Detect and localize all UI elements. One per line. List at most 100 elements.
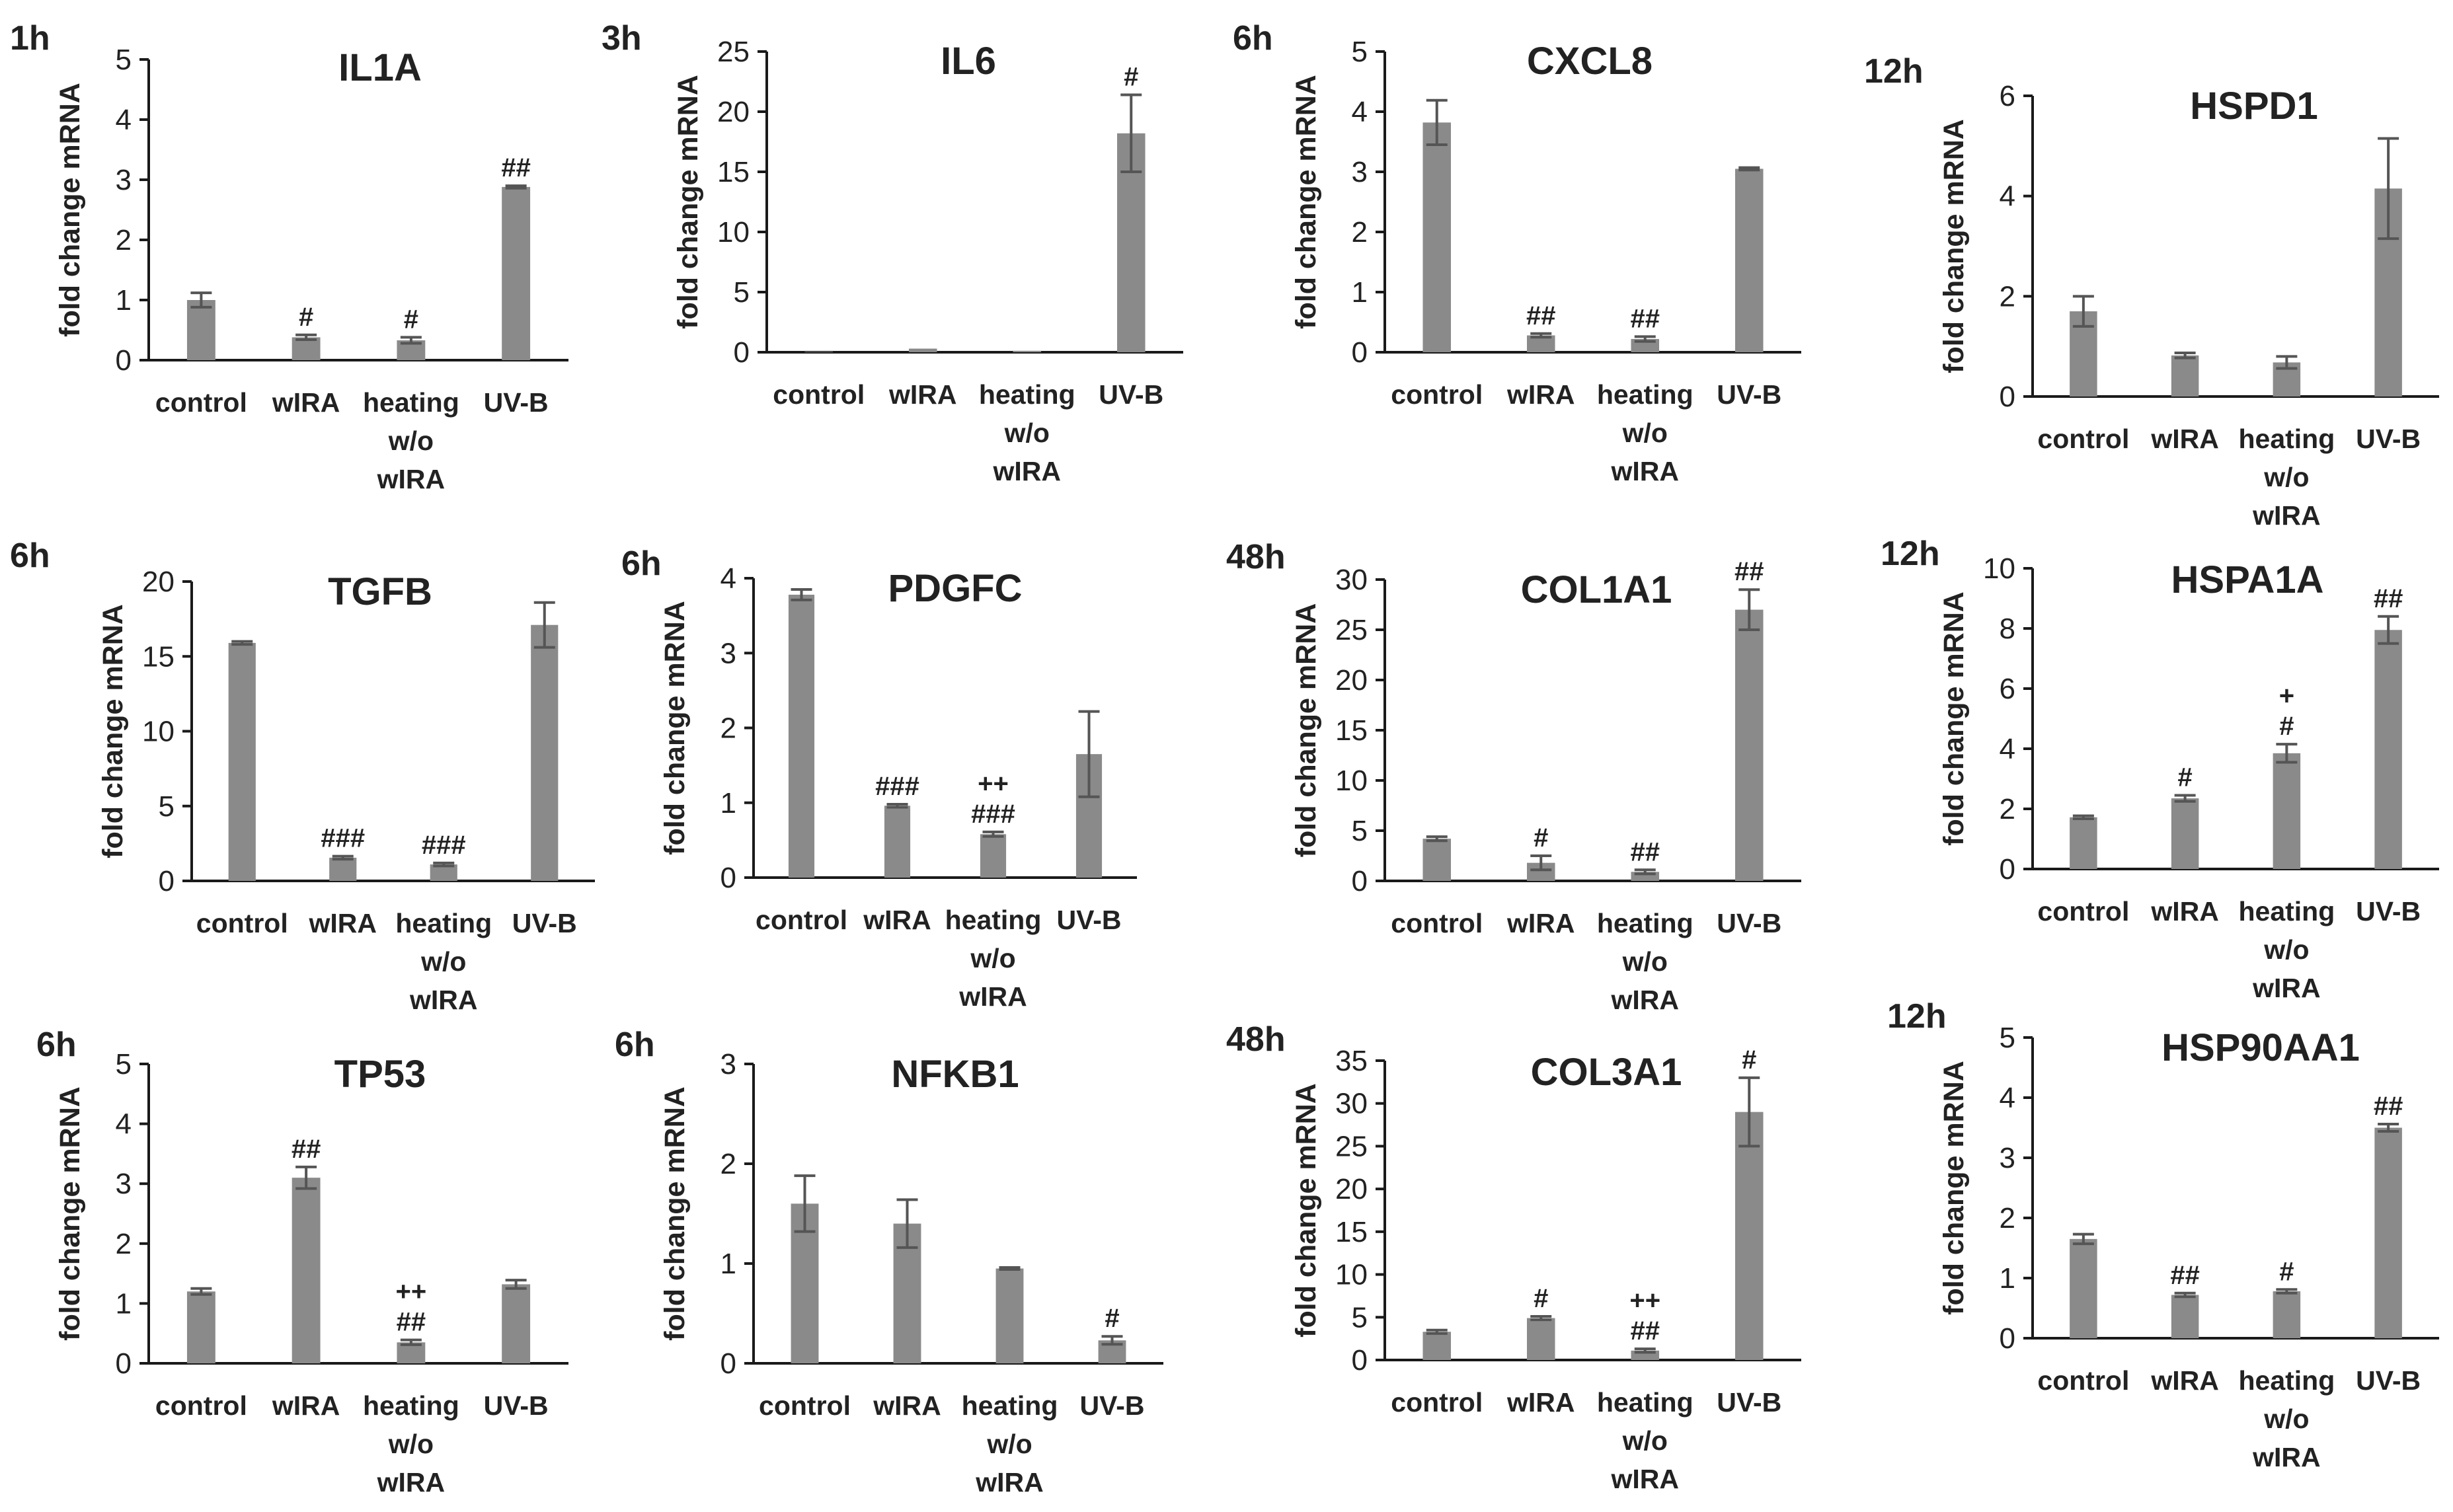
x-tick-label: control [759, 1390, 851, 1421]
y-tick-label: 20 [717, 96, 750, 128]
y-tick-label: 0 [1352, 1344, 1368, 1377]
x-tick-label: heating [1597, 1387, 1694, 1418]
y-tick-label: 4 [1352, 96, 1368, 128]
y-tick-label: 4 [116, 1108, 132, 1141]
y-tick-label: 10 [1335, 1259, 1368, 1291]
y-tick-label: 15 [1335, 714, 1368, 747]
x-tick-label: UV-B [484, 387, 549, 418]
y-tick-label: 5 [1352, 815, 1368, 847]
bar-wira [1526, 1318, 1555, 1360]
chart-panel-cxcl8: 6h CXCL8 fold change mRNA 0 1 2 3 4 5 control ## wI… [1233, 19, 1801, 486]
x-tick-label: wIRA [975, 1467, 1044, 1497]
y-tick-label: 20 [1335, 664, 1368, 697]
y-tick-label: 0 [116, 1347, 132, 1380]
y-axis-label: fold change mRNA [1938, 1061, 1970, 1315]
bar-wira [884, 806, 911, 878]
bar-uv-b [502, 186, 531, 360]
time-label: 12h [1864, 52, 1924, 91]
bar-uv-b [1734, 169, 1764, 352]
significance-label: # [1105, 1304, 1119, 1333]
x-tick-label: wIRA [409, 985, 478, 1015]
x-tick-label: wIRA [993, 456, 1062, 486]
y-tick-label: 0 [2000, 381, 2015, 413]
y-tick-label: 4 [116, 104, 132, 136]
y-tick-label: 5 [116, 44, 132, 76]
x-tick-label: w/o [2263, 934, 2309, 965]
y-tick-label: 5 [1352, 36, 1368, 68]
significance-label: # [299, 303, 313, 332]
x-tick-label: UV-B [1717, 908, 1781, 938]
y-tick-label: 8 [2000, 613, 2015, 645]
x-tick-label: wIRA [1611, 985, 1680, 1015]
chart-title: TP53 [334, 1053, 426, 1096]
significance-label: ## [1734, 557, 1764, 586]
y-tick-label: 0 [720, 1347, 736, 1380]
y-tick-label: 2 [116, 224, 132, 256]
x-tick-label: wIRA [2252, 973, 2321, 1003]
significance-label: ## [397, 1308, 426, 1337]
chart-title: IL1A [338, 46, 422, 89]
bar-wira [908, 348, 937, 352]
significance-label: + [2279, 681, 2294, 710]
x-tick-label: heating [363, 387, 459, 418]
x-tick-label: wIRA [272, 387, 340, 418]
x-tick-label: w/o [2263, 1404, 2309, 1434]
y-tick-label: 0 [1352, 865, 1368, 897]
significance-label: ### [971, 800, 1015, 829]
y-tick-label: 25 [717, 36, 750, 68]
y-tick-label: 5 [2000, 1022, 2015, 1054]
y-tick-label: 2 [116, 1228, 132, 1260]
x-tick-label: w/o [2263, 462, 2309, 492]
y-tick-label: 15 [717, 156, 750, 188]
x-tick-label: control [2037, 896, 2129, 926]
x-tick-label: wIRA [2150, 896, 2219, 926]
x-tick-label: wIRA [2150, 424, 2219, 454]
x-tick-label: wIRA [888, 379, 957, 410]
x-tick-label: UV-B [2356, 1365, 2421, 1396]
x-tick-label: UV-B [1717, 1387, 1781, 1418]
bar-uv-b [1734, 609, 1764, 881]
x-tick-label: wIRA [863, 905, 931, 935]
time-label: 6h [10, 537, 50, 575]
chart-panel-hspa1a: 12h HSPA1A fold change mRNA 0 2 4 6 8 10 control #… [1881, 535, 2439, 1003]
y-tick-label: 20 [142, 566, 175, 598]
y-tick-label: 3 [116, 1168, 132, 1200]
y-tick-label: 6 [2000, 80, 2015, 112]
x-tick-label: control [2037, 1365, 2129, 1396]
chart-panel-col3a1: 48h COL3A1 fold change mRNA 0 5 10 15 20 25 30 35 c… [1226, 1020, 1801, 1494]
significance-label: ## [1631, 1316, 1660, 1345]
y-axis-label: fold change mRNA [1938, 591, 1970, 846]
y-tick-label: 10 [142, 716, 175, 748]
y-tick-label: 1 [720, 787, 736, 819]
y-tick-label: 35 [1335, 1045, 1368, 1077]
y-tick-label: 30 [1335, 1088, 1368, 1120]
bar-heating-w-o-wira [995, 1268, 1024, 1363]
y-tick-label: 10 [1983, 552, 2015, 585]
y-tick-label: 4 [2000, 733, 2015, 765]
y-axis-label: fold change mRNA [1938, 119, 1970, 373]
x-tick-label: w/o [1622, 1425, 1668, 1456]
bar-wira [2171, 1295, 2199, 1338]
y-tick-label: 15 [1335, 1216, 1368, 1248]
chart-panel-col1a1: 48h COL1A1 fold change mRNA 0 5 10 15 20 25 30 con… [1226, 538, 1801, 1015]
significance-label: ### [321, 824, 365, 853]
y-tick-label: 25 [1335, 1130, 1368, 1162]
chart-title: IL6 [941, 40, 996, 83]
x-tick-label: heating [1597, 379, 1694, 410]
y-tick-label: 2 [720, 712, 736, 745]
chart-title: COL1A1 [1521, 568, 1672, 611]
significance-label: ### [422, 831, 466, 860]
significance-label: # [2279, 1257, 2294, 1286]
bar-uv-b [531, 624, 559, 881]
y-tick-label: 1 [116, 1287, 132, 1320]
chart-panel-tgfb: 6h TGFB fold change mRNA 0 5 10 15 20 control ###… [10, 537, 595, 1015]
x-tick-label: control [756, 905, 847, 935]
y-tick-label: 3 [720, 1048, 736, 1080]
y-axis-label: fold change mRNA [1290, 1083, 1322, 1338]
x-tick-label: wIRA [377, 1467, 446, 1497]
y-axis-label: fold change mRNA [659, 601, 691, 855]
x-tick-label: heating [395, 908, 492, 938]
y-tick-label: 0 [116, 344, 132, 377]
x-tick-label: w/o [1004, 418, 1050, 448]
bar-control [186, 300, 215, 360]
